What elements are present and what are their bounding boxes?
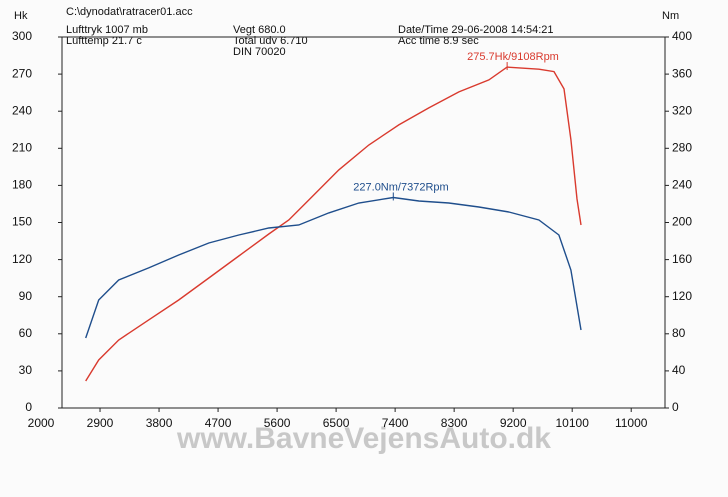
- y-tick-label: 180: [12, 178, 32, 192]
- ratio: Total udv 6.710: [233, 35, 308, 47]
- y2-tick-label: 280: [672, 140, 692, 154]
- weight: Vegt 680.0: [233, 24, 286, 36]
- y2-tick-label: 400: [672, 29, 692, 43]
- y-tick-label: 210: [12, 140, 32, 154]
- y2-tick-label: 40: [672, 363, 686, 377]
- y-tick-label: 120: [12, 252, 32, 266]
- y2-tick-label: 360: [672, 66, 692, 80]
- y-tick-label: 300: [12, 29, 32, 43]
- x-tick-label: 3800: [146, 416, 173, 430]
- y2-tick-label: 200: [672, 215, 692, 229]
- y-tick-label: 270: [12, 66, 32, 80]
- x-tick-label: 2900: [87, 416, 114, 430]
- x-tick-label: 4700: [205, 416, 232, 430]
- peak-annotation: 227.0Nm/7372Rpm: [353, 181, 448, 193]
- y2-tick-label: 320: [672, 103, 692, 117]
- x-tick-label: 6500: [323, 416, 350, 430]
- acc-time: Acc time 8.9 sec: [398, 35, 479, 47]
- x-tick-label: 10100: [556, 416, 590, 430]
- series-line: [85, 66, 582, 382]
- file-name: C:\dynodat\ratracer01.acc: [66, 6, 193, 18]
- y-tick-label: 150: [12, 215, 32, 229]
- x-tick-label: 5600: [264, 416, 291, 430]
- x-tick-label: 8300: [441, 416, 468, 430]
- temperature: Lufttemp 21.7 c: [66, 35, 142, 47]
- y2-tick-label: 160: [672, 252, 692, 266]
- y-tick-label: 90: [19, 289, 33, 303]
- y2-tick-label: 0: [672, 400, 679, 414]
- y-tick-label: 0: [25, 400, 32, 414]
- y-tick-label: 240: [12, 103, 32, 117]
- norm: DIN 70020: [233, 46, 286, 58]
- y2-tick-label: 80: [672, 326, 686, 340]
- y2-axis-title: Nm: [662, 10, 679, 22]
- y-tick-label: 60: [19, 326, 33, 340]
- series-line: [85, 196, 582, 339]
- y2-tick-label: 120: [672, 289, 692, 303]
- peak-annotation: 275.7Hk/9108Rpm: [467, 51, 559, 63]
- pressure: Lufttryk 1007 mb: [66, 24, 148, 36]
- datetime: Date/Time 29-06-2008 14:54:21: [398, 24, 554, 36]
- x-tick-label: 2000: [28, 416, 55, 430]
- x-tick-label: 7400: [382, 416, 409, 430]
- y2-tick-label: 240: [672, 178, 692, 192]
- y-tick-label: 30: [19, 363, 33, 377]
- x-tick-label: 9200: [500, 416, 527, 430]
- watermark-url: www.BavneVejensAuto.dk: [176, 422, 551, 455]
- y-axis-title: Hk: [14, 10, 28, 22]
- x-tick-label: 11000: [615, 416, 648, 430]
